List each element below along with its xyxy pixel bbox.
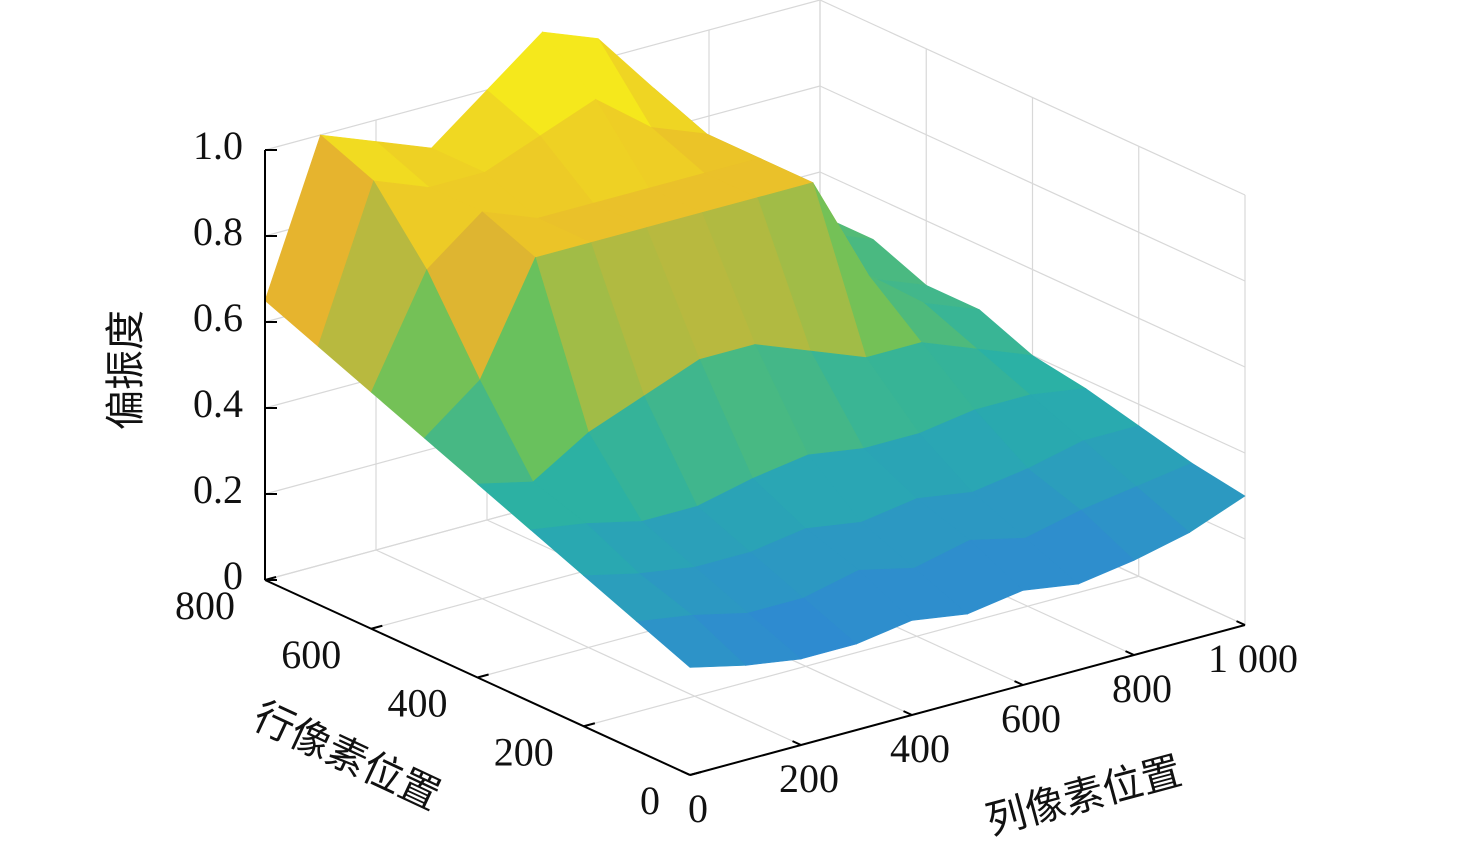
x-tick-label: 1 000 <box>1208 636 1298 681</box>
x-tick-label: 0 <box>688 786 708 831</box>
y-tick <box>583 722 596 728</box>
y-tick <box>477 673 489 679</box>
y-tick-label: 600 <box>281 632 341 677</box>
x-tick-label: 800 <box>1112 666 1172 711</box>
y-tick-label: 400 <box>388 681 448 726</box>
z-tick-label: 0 <box>223 553 243 598</box>
z-tick-label: 0.8 <box>193 209 243 254</box>
grid-line <box>819 171 1246 368</box>
z-tick-label: 0.6 <box>193 295 243 340</box>
x-tick-label: 400 <box>890 726 950 771</box>
z-tick-label: 1.0 <box>193 123 243 168</box>
x-tick-label: 600 <box>1001 696 1061 741</box>
x-axis <box>689 624 1246 776</box>
grid-line <box>583 575 1139 727</box>
y-tick-label: 800 <box>175 583 235 628</box>
y-tick <box>370 624 383 630</box>
x-axis-label: 列像素位置 <box>981 748 1186 843</box>
y-tick-label: 0 <box>640 778 660 823</box>
surface-cell <box>636 614 747 668</box>
y-tick-label: 200 <box>494 729 554 774</box>
grid-line <box>819 85 1246 282</box>
x-tick-label: 200 <box>779 756 839 801</box>
y-axis <box>264 579 691 776</box>
grid-line <box>819 0 1246 196</box>
z-tick-label: 0.4 <box>193 381 243 426</box>
z-tick-label: 0.2 <box>193 467 243 512</box>
surface <box>264 31 1246 668</box>
z-axis-label: 偏振度 <box>103 310 148 430</box>
